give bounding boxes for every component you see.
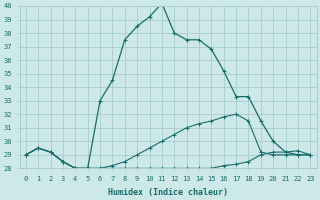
X-axis label: Humidex (Indice chaleur): Humidex (Indice chaleur) bbox=[108, 188, 228, 197]
